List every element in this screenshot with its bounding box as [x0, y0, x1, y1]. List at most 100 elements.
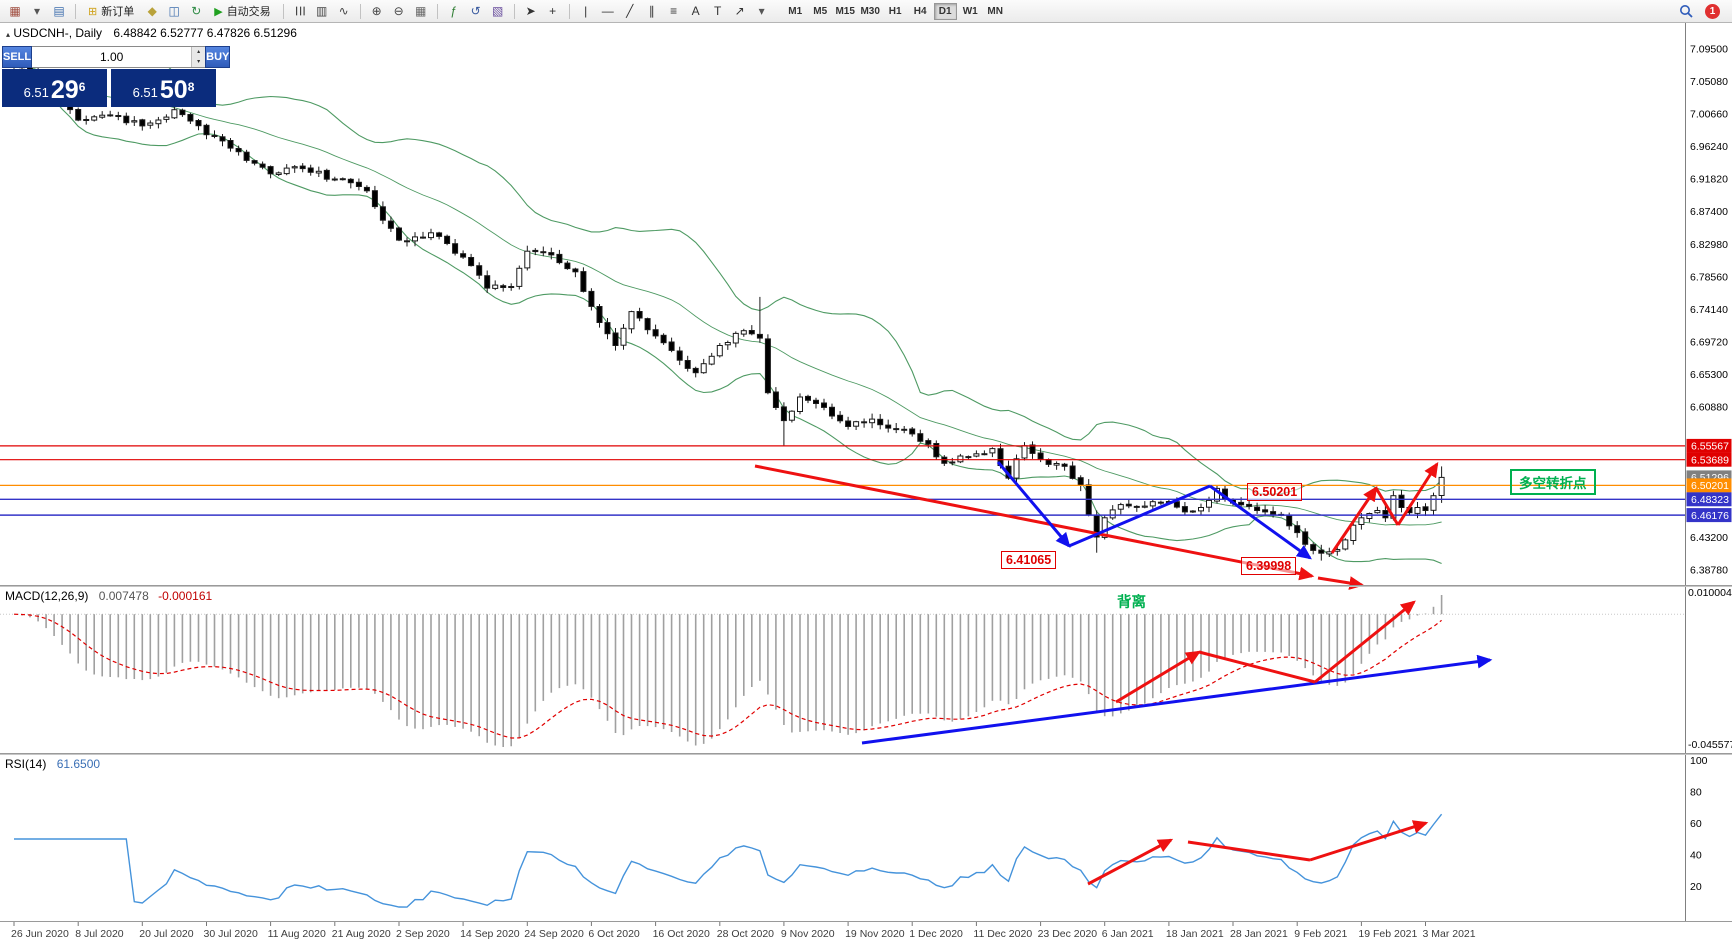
buy-price-big: 50: [159, 76, 188, 104]
crosshair-icon[interactable]: +: [549, 4, 557, 18]
autotrade-button[interactable]: ▶ 自动交易: [214, 5, 271, 19]
date-tick-label: 24 Sep 2020: [524, 928, 584, 940]
buy-price-pip: 8: [187, 80, 195, 94]
toolbar-separator: [568, 3, 570, 19]
svg-text:6.53689: 6.53689: [1691, 455, 1729, 467]
price-line-label: [1686, 438, 1732, 453]
reversal-red-leg3: [1396, 461, 1439, 526]
buy-button[interactable]: BUY: [205, 46, 231, 68]
downtrend-ext-arrow: [1317, 576, 1365, 590]
timeframe-m5[interactable]: M5: [813, 5, 828, 17]
timeframe-m1[interactable]: M1: [788, 5, 803, 17]
macd-trend-blue-arrow: [861, 654, 1493, 745]
templates-icon[interactable]: ▧: [492, 4, 504, 18]
chart-canvas[interactable]: 7.09500 7.05080 7.00660 6.96240 6.91820 6.874…: [0, 23, 1732, 947]
date-tick-label: 6 Jan 2021: [1102, 928, 1154, 940]
zoom-out-icon[interactable]: ⊖: [393, 4, 404, 18]
volume-down-button[interactable]: ▾: [192, 57, 206, 67]
volume-input[interactable]: [32, 47, 192, 67]
annotation-divergence[interactable]: 背离: [1117, 595, 1146, 611]
arrows-icon[interactable]: ↗: [734, 4, 745, 18]
one-click-trade-panel: SELL ▴ ▾ BUY 6.51 29 6 6.51 50 8: [2, 46, 231, 107]
price-line-label: [1686, 452, 1732, 467]
symbol-period-label: USDCNH-, Daily: [13, 26, 103, 40]
chart-title: ▴ USDCNH-, Daily 6.48842 6.52777 6.47826…: [6, 26, 297, 40]
metaeditor-icon[interactable]: ◆: [147, 4, 157, 18]
price-scale[interactable]: 7.09500 7.05080 7.00660 6.96240 6.91820 6.874…: [1685, 23, 1732, 921]
refresh-icon[interactable]: ↻: [191, 4, 202, 18]
timeframe-w1[interactable]: W1: [962, 5, 978, 17]
rsi-panel-divider[interactable]: [0, 753, 1732, 755]
volume-up-button[interactable]: ▴: [192, 47, 206, 57]
date-tick-label: 21 Aug 2020: [332, 928, 391, 940]
bar-chart-icon[interactable]: ☰: [292, 5, 307, 17]
date-tick-label: 8 Jul 2020: [75, 928, 124, 940]
time-axis[interactable]: 26 Jun 2020 8 Jul 2020 20 Jul 2020 30 Jul 2…: [11, 922, 1476, 940]
new-chart-icon[interactable]: ▦: [9, 4, 21, 18]
indicators-icon[interactable]: ƒ: [450, 4, 458, 18]
timeframe-m30[interactable]: M30: [860, 5, 880, 17]
sell-button[interactable]: SELL: [2, 46, 33, 68]
svg-text:6.46176: 6.46176: [1691, 510, 1729, 522]
timeframe-m15[interactable]: M15: [835, 5, 855, 17]
macd-label: MACD(12,26,9): [5, 589, 89, 603]
arrows-dropdown-icon[interactable]: ▾: [758, 4, 765, 18]
sell-price-big: 29: [50, 76, 79, 104]
toolbar-separator: [513, 3, 515, 19]
zoom-in-icon[interactable]: ⊕: [371, 4, 382, 18]
line-chart-icon[interactable]: ∿: [338, 4, 349, 18]
date-tick-label: 30 Jul 2020: [204, 928, 258, 940]
cursor-icon[interactable]: ➤: [525, 4, 536, 18]
chart-dropdown-icon[interactable]: ▾: [33, 4, 41, 18]
toolbar-separator: [282, 3, 284, 19]
periods-icon[interactable]: ↺: [470, 4, 481, 18]
date-tick-label: 2 Sep 2020: [396, 928, 450, 940]
label-icon[interactable]: T: [714, 4, 722, 18]
horizontal-line-icon[interactable]: —: [601, 4, 614, 18]
svg-text:6.48323: 6.48323: [1691, 494, 1729, 506]
price-tick-label: 6.82980: [1690, 239, 1728, 251]
price-tick-label: 6.69720: [1690, 336, 1728, 348]
rsi-value: 61.6500: [56, 757, 101, 771]
text-icon[interactable]: A: [691, 4, 700, 18]
price-tick-label: 6.74140: [1690, 304, 1728, 316]
notification-badge[interactable]: 1: [1705, 3, 1720, 19]
annotation-peak-price[interactable]: 6.50201: [1247, 483, 1303, 501]
timeframe-d1[interactable]: D1: [933, 2, 957, 20]
reversal-red-leg2: [1374, 487, 1400, 526]
macd-signal-value: -0.000161: [158, 589, 213, 603]
date-tick-label: 20 Jul 2020: [139, 928, 193, 940]
channel-icon[interactable]: ∥: [648, 4, 655, 18]
date-tick-label: 11 Dec 2020: [973, 928, 1032, 940]
buy-price-panel[interactable]: 6.51 50 8: [111, 69, 216, 107]
annotation-low1-price[interactable]: 6.41065: [1001, 551, 1057, 569]
trendline-icon[interactable]: ╱: [626, 4, 634, 18]
rsi-line: [14, 813, 1443, 908]
bollinger-bands: [29, 50, 1442, 565]
timeframe-h4[interactable]: H4: [913, 5, 927, 17]
candlestick-chart-icon[interactable]: ▥: [316, 4, 328, 18]
macd-panel-divider[interactable]: [0, 585, 1732, 587]
abc-blue-leg2: [1068, 484, 1211, 548]
timeframe-h1[interactable]: H1: [888, 5, 902, 17]
horizontal-level-lines[interactable]: [0, 445, 1685, 516]
timeframe-mn[interactable]: MN: [987, 5, 1003, 17]
new-order-button[interactable]: ⊞ 新订单: [88, 5, 135, 19]
fibonacci-icon[interactable]: ≡: [670, 4, 678, 18]
annotation-turning-point[interactable]: 多空转折点: [1510, 469, 1596, 495]
tile-windows-icon[interactable]: ▦: [415, 4, 427, 18]
price-tick-label: 7.00660: [1690, 109, 1728, 121]
price-tick-label: 6.43200: [1690, 532, 1728, 544]
new-order-icon: ⊞: [88, 5, 98, 18]
search-icon[interactable]: [1676, 2, 1696, 20]
svg-text:60: 60: [1690, 818, 1702, 830]
date-tick-label: 19 Feb 2021: [1358, 928, 1417, 940]
data-window-icon[interactable]: ◫: [168, 4, 180, 18]
trend-arrows[interactable]: [754, 461, 1493, 886]
annotation-low2-price[interactable]: 6.39998: [1241, 557, 1297, 575]
vertical-line-icon[interactable]: |: [584, 4, 588, 18]
date-tick-label: 16 Oct 2020: [653, 928, 710, 940]
date-tick-label: 26 Jun 2020: [11, 928, 69, 940]
profiles-icon[interactable]: ▤: [53, 4, 65, 18]
sell-price-panel[interactable]: 6.51 29 6: [2, 69, 107, 107]
